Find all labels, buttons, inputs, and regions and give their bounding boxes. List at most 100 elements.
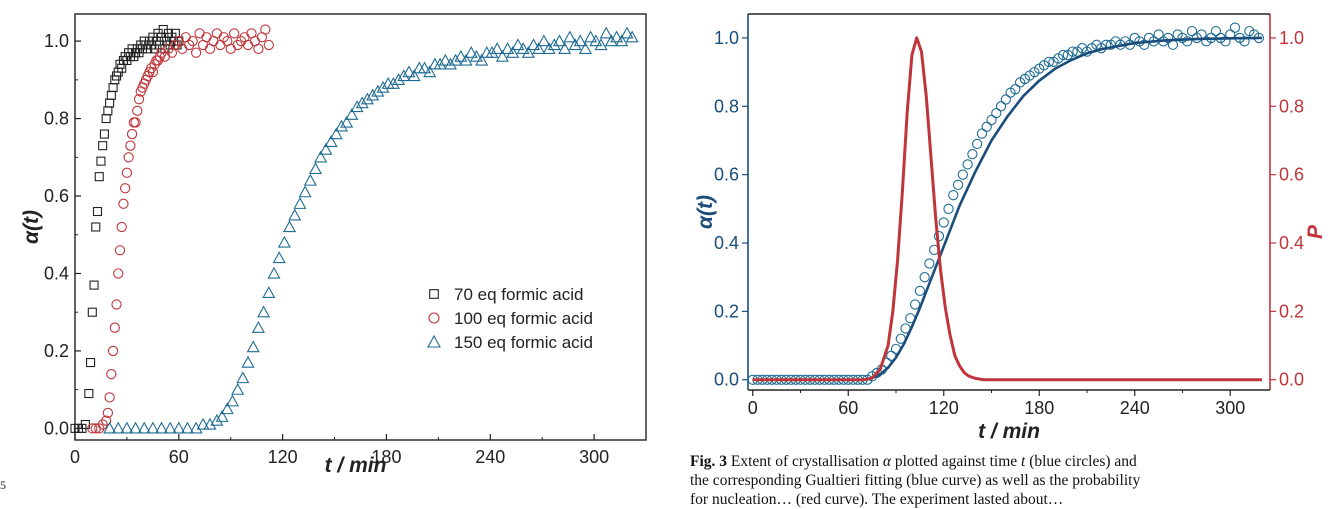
- data-point: [490, 42, 504, 55]
- data-point: [232, 39, 243, 51]
- data-point: [105, 98, 115, 108]
- legend-marker: [428, 312, 440, 324]
- data-point: [1167, 39, 1179, 50]
- y-tick-label: 0.8: [714, 96, 739, 116]
- data-point: [89, 280, 99, 290]
- x-axis-label: t / min: [325, 454, 387, 476]
- data-point: [417, 61, 432, 74]
- data-point: [283, 220, 297, 233]
- data-point: [506, 45, 520, 58]
- data-point: [293, 197, 307, 209]
- data-point: [957, 169, 968, 180]
- caption-fig-label: Fig. 3: [690, 453, 728, 470]
- data-point: [943, 203, 954, 214]
- y-tick-label: 0.2: [714, 301, 739, 321]
- data-point: [511, 38, 525, 51]
- data-point: [103, 421, 117, 434]
- data-point: [392, 73, 406, 85]
- data-point: [615, 34, 629, 47]
- data-point: [1210, 25, 1222, 37]
- caption-text-1c: (blue circles) and: [1025, 453, 1137, 470]
- data-point: [137, 421, 151, 434]
- plot-frame: [74, 13, 647, 441]
- x-tick-label: 0: [748, 398, 758, 418]
- y-tick-label: 0.2: [44, 341, 69, 361]
- data-point: [253, 43, 264, 55]
- data-point: [133, 94, 145, 105]
- data-point: [386, 76, 400, 89]
- data-point: [84, 388, 94, 399]
- data-point: [120, 183, 131, 194]
- x-tick-label: 240: [1120, 398, 1150, 418]
- data-point: [132, 105, 143, 116]
- data-point: [146, 421, 160, 434]
- data-point: [267, 266, 281, 279]
- data-point: [113, 268, 124, 279]
- data-point: [96, 156, 106, 166]
- data-point: [94, 423, 105, 434]
- data-point: [397, 69, 411, 82]
- data-point: [355, 96, 369, 109]
- data-point: [220, 402, 234, 415]
- data-point: [121, 167, 133, 178]
- data-point: [423, 65, 437, 78]
- y-tick-label: 0.6: [44, 186, 69, 206]
- data-point: [552, 34, 567, 47]
- data-point: [242, 39, 254, 51]
- data-point: [231, 382, 245, 395]
- data-point: [340, 115, 354, 128]
- data-point: [109, 322, 120, 333]
- data-point: [454, 49, 468, 62]
- data-point: [578, 42, 592, 55]
- data-point: [972, 138, 983, 150]
- data-point: [277, 235, 291, 248]
- data-point: [120, 421, 134, 434]
- data-point: [180, 421, 194, 434]
- y-axis-label: α(t): [694, 195, 717, 229]
- data-point: [1067, 46, 1078, 57]
- data-point: [521, 45, 535, 58]
- chart-right: 0 60 120 180 240 300 0.0 0.2 0.4 0.6 0.8 1.0 0.0 0.2 0…: [694, 13, 1327, 443]
- data-point: [604, 34, 618, 47]
- page-number-fragment: 5: [0, 478, 6, 492]
- data-point: [1139, 39, 1150, 50]
- data-point: [952, 179, 964, 191]
- data-point: [485, 45, 499, 58]
- data-point: [324, 135, 338, 147]
- legend-label: 70 eq formic acid: [454, 285, 583, 304]
- data-point: [246, 340, 260, 353]
- data-point: [924, 258, 935, 269]
- data-point: [98, 141, 108, 151]
- data-point: [1043, 56, 1054, 68]
- data-point: [1000, 94, 1011, 105]
- data-point: [1186, 25, 1198, 37]
- data-point: [568, 38, 582, 51]
- data-point: [251, 320, 265, 333]
- y-tick-label: 0.8: [44, 109, 69, 129]
- data-point: [298, 185, 312, 198]
- data-point: [909, 299, 921, 310]
- data-point: [308, 162, 323, 175]
- data-point: [236, 371, 250, 384]
- legend-label: 150 eq formic acid: [454, 333, 593, 352]
- data-point: [475, 53, 489, 66]
- y2-tick-label: 0.6: [1279, 165, 1304, 185]
- data-point: [584, 30, 598, 43]
- y2-tick-label: 0.2: [1279, 301, 1304, 321]
- data-point: [218, 32, 229, 43]
- data-point: [104, 392, 115, 403]
- data-point: [97, 419, 108, 430]
- data-point: [86, 357, 96, 368]
- data-point: [1057, 49, 1069, 61]
- data-point: [102, 407, 114, 419]
- data-point: [203, 417, 217, 430]
- x-tick-label: 300: [579, 447, 609, 467]
- x-axis-label: t / min: [978, 420, 1040, 443]
- data-point: [402, 65, 416, 78]
- data-point: [106, 369, 117, 380]
- y-tick-label: 1.0: [714, 28, 739, 48]
- data-point: [1010, 84, 1021, 95]
- x-tick-label: 60: [838, 398, 858, 418]
- data-point: [594, 38, 608, 51]
- legend-marker: [427, 334, 441, 348]
